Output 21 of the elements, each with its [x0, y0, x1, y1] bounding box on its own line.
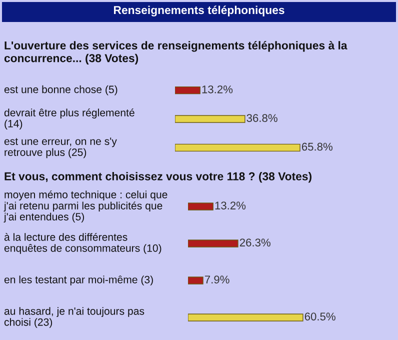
y-tick-label: devrait être plus réglementé (14) — [4, 108, 134, 130]
data-label: 65.8% — [302, 142, 332, 151]
bar — [188, 276, 204, 284]
bar — [188, 202, 214, 210]
data-label: 13.2% — [202, 85, 233, 94]
data-label: 26.3% — [240, 238, 270, 246]
data-label: 60.5% — [304, 312, 336, 320]
data-label: 36.8% — [246, 114, 278, 122]
y-tick-label: est une erreur, on ne s'y retrouve plus (25) — [4, 138, 117, 158]
chart-title: Et vous, comment choisissez vous votre 118 ? (38 Votes) — [4, 172, 312, 183]
chart-title: Renseignements téléphoniques — [114, 6, 284, 16]
y-tick-label: en les testant par moi-même (3) — [4, 276, 153, 286]
bar — [188, 314, 304, 322]
chart-subtitle: L'ouverture des services de renseignements téléphoniques à la concurrence... (38 Votes) — [4, 41, 348, 64]
y-tick-label: au hasard, je n'ai toujours pas choisi (23) — [4, 307, 144, 328]
bar — [188, 240, 238, 248]
data-label: 7.9% — [204, 276, 230, 284]
y-tick-label: est une bonne chose (5) — [4, 85, 118, 96]
y-tick-label: à la lecture des différentes enquêtes de consommateurs (10) — [4, 232, 162, 254]
data-label: 13.2% — [215, 202, 246, 210]
y-tick-label: moyen mémo technique : celui que j'ai retenu parmi les publicités que j'ai entendues (5) — [4, 190, 168, 223]
